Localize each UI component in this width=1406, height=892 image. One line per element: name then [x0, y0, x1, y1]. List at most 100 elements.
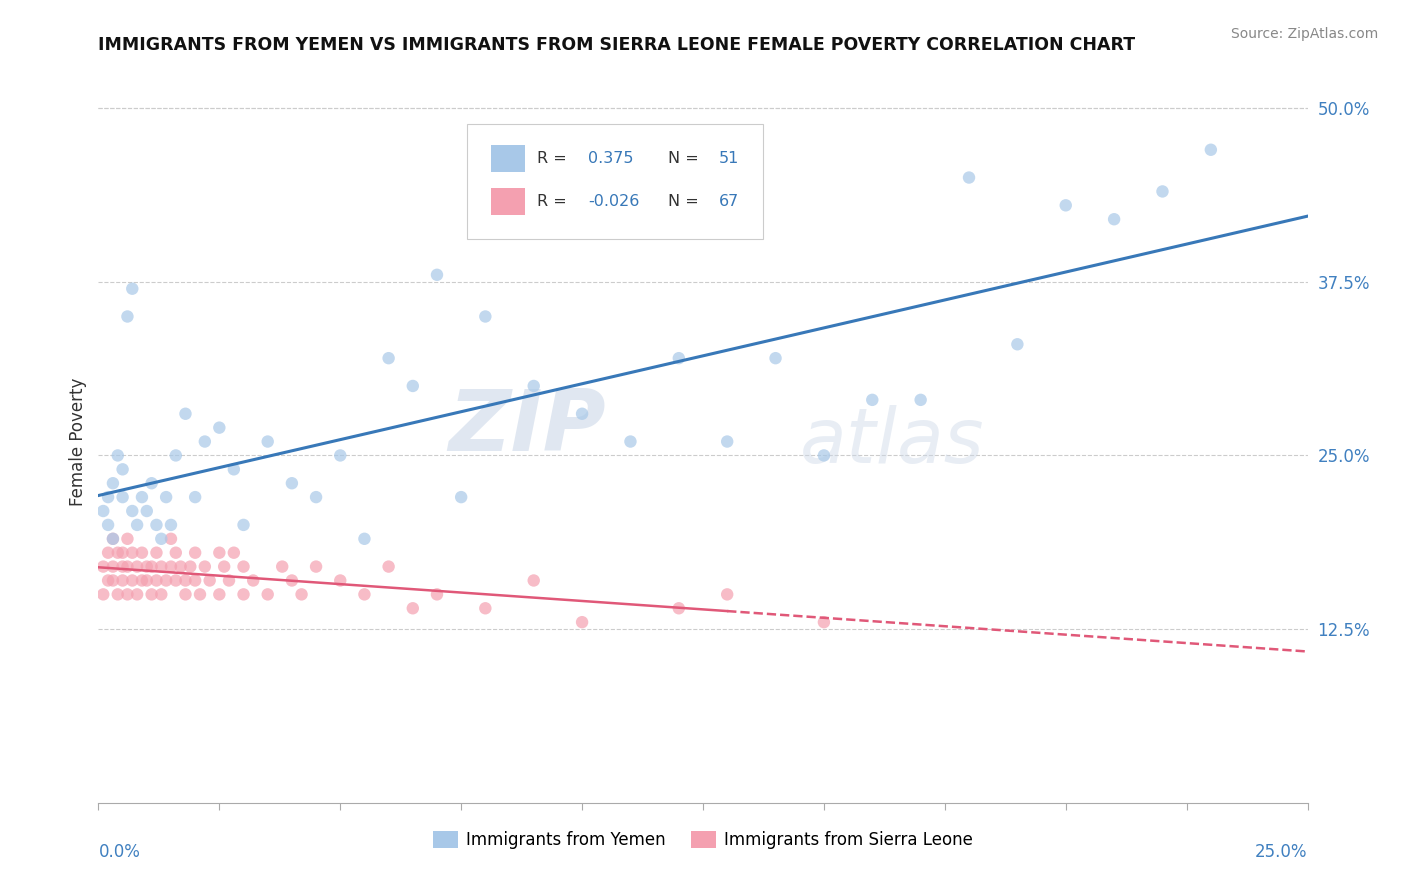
Point [474, 601, 496, 615]
Point [222, 462, 245, 476]
Point [150, 532, 173, 546]
Point [402, 379, 425, 393]
Point [131, 574, 153, 588]
Point [121, 282, 143, 296]
Point [135, 504, 157, 518]
Text: 67: 67 [718, 194, 740, 209]
Point [165, 546, 187, 560]
Point [97, 546, 120, 560]
Point [145, 517, 167, 532]
Point [101, 532, 124, 546]
Point [232, 587, 254, 601]
Point [150, 559, 173, 574]
Point [271, 559, 294, 574]
Point [353, 532, 375, 546]
Point [218, 574, 240, 588]
Point [571, 615, 593, 630]
Point [523, 379, 546, 393]
Point [111, 559, 134, 574]
Point [208, 420, 231, 434]
FancyBboxPatch shape [467, 124, 763, 239]
Point [107, 587, 129, 601]
Point [135, 574, 157, 588]
Point [232, 517, 254, 532]
Point [141, 559, 163, 574]
Point [1199, 143, 1222, 157]
Legend: Immigrants from Yemen, Immigrants from Sierra Leone: Immigrants from Yemen, Immigrants from S… [426, 824, 980, 856]
Point [1007, 337, 1029, 351]
Point [474, 310, 496, 324]
Text: R =: R = [537, 151, 567, 166]
Point [377, 559, 399, 574]
Text: atlas: atlas [800, 405, 984, 478]
Point [174, 587, 197, 601]
Point [305, 490, 328, 504]
Bar [492, 188, 526, 215]
Point [165, 574, 187, 588]
Point [450, 490, 472, 504]
Point [716, 434, 738, 449]
Text: 51: 51 [718, 151, 740, 166]
Point [305, 559, 328, 574]
Point [668, 351, 690, 366]
Point [169, 559, 191, 574]
Point [957, 170, 980, 185]
Point [256, 587, 278, 601]
Point [194, 559, 217, 574]
Point [1054, 198, 1077, 212]
Point [101, 574, 124, 588]
Point [910, 392, 932, 407]
Text: 0.0%: 0.0% [98, 843, 141, 861]
Point [91, 559, 114, 574]
Point [329, 449, 352, 463]
Text: IMMIGRANTS FROM YEMEN VS IMMIGRANTS FROM SIERRA LEONE FEMALE POVERTY CORRELATION: IMMIGRANTS FROM YEMEN VS IMMIGRANTS FROM… [98, 36, 1136, 54]
Point [208, 546, 231, 560]
Point [174, 574, 197, 588]
Point [571, 407, 593, 421]
Point [127, 517, 149, 532]
Point [188, 587, 211, 601]
Point [141, 476, 163, 491]
Point [111, 574, 134, 588]
Text: -0.026: -0.026 [588, 194, 640, 209]
Bar [492, 145, 526, 172]
Point [111, 546, 134, 560]
Point [145, 546, 167, 560]
Point [91, 504, 114, 518]
Point [160, 559, 183, 574]
Point [1152, 185, 1174, 199]
Point [242, 574, 264, 588]
Point [97, 574, 120, 588]
Point [155, 574, 177, 588]
Point [141, 587, 163, 601]
Point [184, 546, 207, 560]
Point [256, 434, 278, 449]
Point [184, 490, 207, 504]
Point [813, 449, 835, 463]
Point [765, 351, 787, 366]
Point [198, 574, 221, 588]
Point [426, 268, 449, 282]
Point [91, 587, 114, 601]
Point [111, 462, 134, 476]
Point [212, 559, 235, 574]
Point [101, 476, 124, 491]
Point [179, 559, 201, 574]
Point [117, 532, 139, 546]
Point [155, 490, 177, 504]
Point [281, 574, 304, 588]
Point [208, 587, 231, 601]
Point [523, 574, 546, 588]
Text: N =: N = [668, 194, 699, 209]
Point [127, 587, 149, 601]
Point [174, 407, 197, 421]
Point [1102, 212, 1125, 227]
Point [194, 434, 217, 449]
Point [716, 587, 738, 601]
Point [426, 587, 449, 601]
Point [135, 559, 157, 574]
Text: 25.0%: 25.0% [1256, 843, 1308, 861]
Point [619, 434, 641, 449]
Point [121, 574, 143, 588]
Point [353, 587, 375, 601]
